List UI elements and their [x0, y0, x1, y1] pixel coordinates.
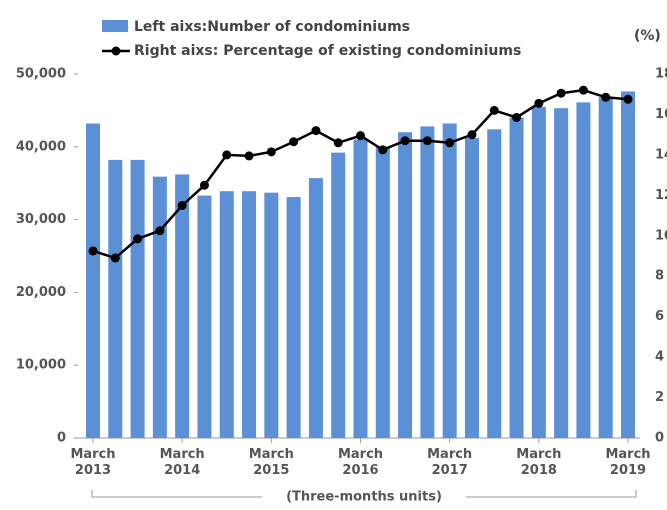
line-marker: [266, 147, 276, 157]
bar: [509, 117, 524, 439]
bar: [308, 178, 323, 438]
line-marker: [155, 226, 165, 236]
x-tick-label: March 2013: [70, 447, 115, 478]
bar: [398, 132, 413, 439]
y2-tick-label: 10: [655, 228, 667, 243]
line-marker: [601, 92, 611, 102]
y2-tick-label: 4: [655, 350, 664, 365]
bar: [264, 192, 279, 438]
bar: [375, 146, 390, 439]
x-tick-label: March 2018: [516, 447, 561, 478]
bar: [86, 123, 100, 438]
line-marker: [400, 136, 410, 146]
x-tick-label: March 2014: [160, 447, 205, 478]
line-marker: [133, 234, 143, 244]
y2-tick-label: 16: [655, 107, 667, 122]
bar: [219, 191, 234, 438]
legend-marker: [111, 46, 121, 56]
bar: [108, 159, 123, 439]
y2-tick-label: 2: [655, 390, 664, 405]
x-tick-label: March 2016: [338, 447, 383, 478]
y-tick-label: 50,000: [16, 67, 66, 82]
x-label-bracket: [91, 490, 637, 498]
line-marker: [333, 138, 343, 148]
bar: [130, 159, 145, 439]
y2-tick-label: 0: [655, 431, 664, 446]
line-marker: [489, 105, 499, 115]
y2-tick-label: 8: [655, 269, 664, 284]
line-marker: [222, 150, 232, 160]
bar: [621, 91, 635, 439]
line-marker: [244, 151, 254, 161]
bar: [353, 139, 368, 438]
line-marker: [289, 137, 299, 147]
x-axis-label: (Three-months units): [286, 490, 442, 505]
y2-tick-label: 6: [655, 309, 664, 324]
line-marker: [88, 246, 98, 256]
x-tick-label: March 2017: [427, 447, 472, 478]
x-tick-label: March 2019: [605, 447, 650, 478]
line-marker: [578, 85, 588, 95]
line-marker: [311, 126, 321, 136]
line-marker: [623, 94, 633, 104]
line-marker: [110, 253, 120, 263]
bar: [175, 174, 190, 439]
bar: [598, 97, 613, 439]
bar: [331, 152, 346, 438]
bar: [242, 191, 257, 438]
line-marker: [177, 200, 187, 210]
x-tick-label: March 2015: [249, 447, 294, 478]
line-marker: [199, 180, 209, 190]
y-tick-label: 30,000: [16, 212, 66, 227]
line-marker: [356, 131, 365, 141]
y-tick-label: 10,000: [16, 358, 66, 373]
line-marker: [556, 88, 566, 98]
bar: [531, 106, 546, 438]
bar: [464, 138, 479, 438]
y-tick-label: 40,000: [16, 139, 66, 154]
y2-tick-label: 14: [655, 147, 667, 162]
y-tick-label: 0: [57, 431, 66, 446]
line-marker: [422, 136, 432, 146]
y-tick-label: 20,000: [16, 285, 66, 300]
line-marker: [512, 112, 522, 122]
bar: [152, 176, 167, 438]
bar: [487, 129, 502, 438]
legend-swatch: [102, 20, 128, 32]
line-marker: [534, 98, 544, 108]
bar: [576, 102, 591, 438]
y2-tick-label: 18: [655, 67, 667, 82]
line-marker: [467, 130, 477, 140]
y2-tick-label: 12: [655, 188, 667, 203]
bar: [420, 126, 435, 438]
bar: [554, 108, 569, 438]
bar: [286, 197, 301, 438]
legend-label: Left aixs:Number of condominiums: [134, 19, 410, 35]
line-marker: [378, 145, 388, 155]
bar: [197, 195, 212, 438]
y2-axis-label: (%): [634, 28, 661, 44]
legend-label: Right aixs: Percentage of existing condo…: [134, 43, 521, 59]
line-marker: [445, 138, 455, 148]
bar: [442, 123, 457, 438]
